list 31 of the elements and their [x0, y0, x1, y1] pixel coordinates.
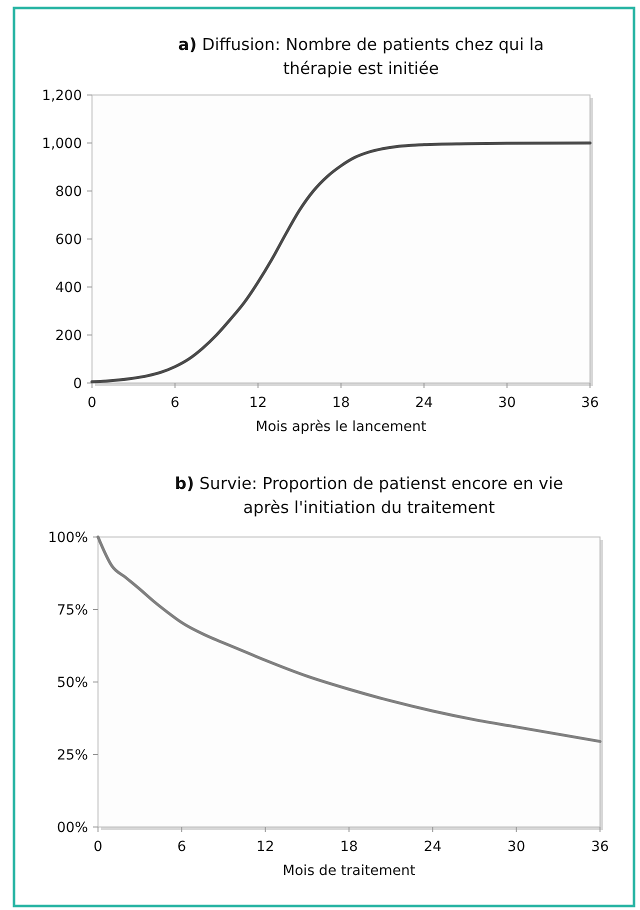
chart-title: a) Diffusion: Nombre de patients chez qui la thérapie est initiée	[178, 35, 544, 78]
x-tick-label: 6	[177, 839, 186, 855]
y-tick-label: 100%	[48, 530, 88, 546]
x-tick-label: 36	[591, 839, 609, 855]
chart-title: b) Survie: Proportion de patienst encore en vie après l'initiation du traitement	[174, 474, 564, 517]
y-tick-label: 1,000	[42, 136, 82, 152]
y-tick-label: 200	[55, 328, 82, 344]
x-tick-label: 18	[332, 395, 350, 411]
x-tick-label: 24	[415, 395, 433, 411]
line-series	[96, 536, 602, 743]
y-tick-label: 00%	[56, 820, 88, 836]
x-tick-label: 30	[498, 395, 516, 411]
x-tick-label: 24	[424, 839, 442, 855]
y-tick-label: 75%	[56, 602, 88, 618]
y-tick-label: 400	[55, 280, 82, 296]
y-tick-label: 1,200	[42, 88, 82, 104]
y-tick-label: 600	[55, 232, 82, 248]
x-tick-label: 6	[170, 395, 180, 411]
x-tick-label: 30	[507, 839, 526, 855]
x-tick-label: 36	[581, 395, 599, 411]
x-tick-label: 0	[94, 839, 102, 855]
x-tick-label: 18	[340, 839, 358, 855]
y-tick-label: 800	[55, 184, 82, 200]
y-tick-label: 50%	[56, 675, 88, 691]
y-tick-label: 25%	[56, 748, 88, 764]
x-axis-title: Mois de traitement	[282, 863, 416, 879]
x-axis-title: Mois après le lancement	[256, 419, 427, 435]
line-series	[90, 142, 592, 384]
x-tick-label: 12	[256, 839, 274, 855]
y-tick-label: 0	[73, 376, 82, 392]
x-tick-label: 12	[249, 395, 267, 411]
